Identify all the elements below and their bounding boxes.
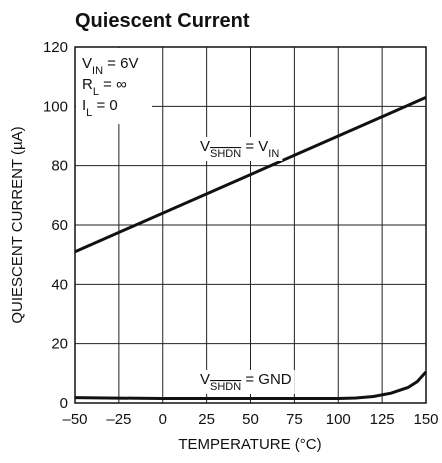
data-line — [74, 96, 427, 254]
condition-text-part: L — [86, 107, 92, 119]
series-label: VSHDN = GND — [200, 371, 292, 393]
condition-text: RL = ∞ — [82, 76, 127, 98]
condition-text-part: L — [93, 86, 99, 98]
condition-text-part: IN — [92, 65, 103, 77]
x-tick-label: 25 — [198, 411, 215, 428]
condition-text: VIN = 6V — [82, 55, 138, 77]
series-label-part: V — [200, 138, 210, 155]
y-axis-label: QUIESCENT CURRENT (µA) — [9, 126, 26, 323]
y-tick-label: 40 — [51, 276, 68, 293]
series-label-part: = V — [241, 138, 268, 155]
conditions-box — [76, 48, 152, 124]
series-label-part: SHDN — [210, 381, 241, 393]
x-tick-label: 150 — [413, 411, 438, 428]
condition-text-part: = 0 — [92, 97, 117, 114]
x-tick-label: –25 — [106, 411, 131, 428]
series-label-part: IN — [268, 148, 279, 160]
y-tick-label: 120 — [43, 39, 68, 56]
condition-text-part: V — [82, 55, 92, 72]
y-tick-label: 20 — [51, 336, 68, 353]
series-label-part: V — [200, 371, 210, 388]
y-tick-label: 0 — [60, 395, 68, 412]
series-label: VSHDN = VIN — [200, 138, 279, 160]
condition-text-part: = ∞ — [99, 76, 127, 93]
condition-text: IL = 0 — [82, 97, 118, 119]
x-tick-label: 50 — [242, 411, 259, 428]
series-label-part: = GND — [241, 371, 292, 388]
x-tick-label: 125 — [370, 411, 395, 428]
series-label-bg — [197, 370, 295, 394]
condition-text-part: = 6V — [103, 55, 138, 72]
y-tick-label: 100 — [43, 98, 68, 115]
x-tick-label: 75 — [286, 411, 303, 428]
y-tick-label: 60 — [51, 217, 68, 234]
data-line — [74, 370, 428, 401]
x-tick-label: 0 — [159, 411, 167, 428]
condition-text-part: I — [82, 97, 86, 114]
series-label-part: SHDN — [210, 148, 241, 160]
series-label-bg — [197, 137, 283, 161]
x-tick-label: –50 — [62, 411, 87, 428]
plot-frame — [74, 46, 427, 404]
chart-title: Quiescent Current — [75, 10, 250, 32]
condition-text-part: R — [82, 76, 93, 93]
x-tick-label: 100 — [326, 411, 351, 428]
y-tick-label: 80 — [51, 158, 68, 175]
x-axis-label: TEMPERATURE (°C) — [178, 436, 321, 453]
